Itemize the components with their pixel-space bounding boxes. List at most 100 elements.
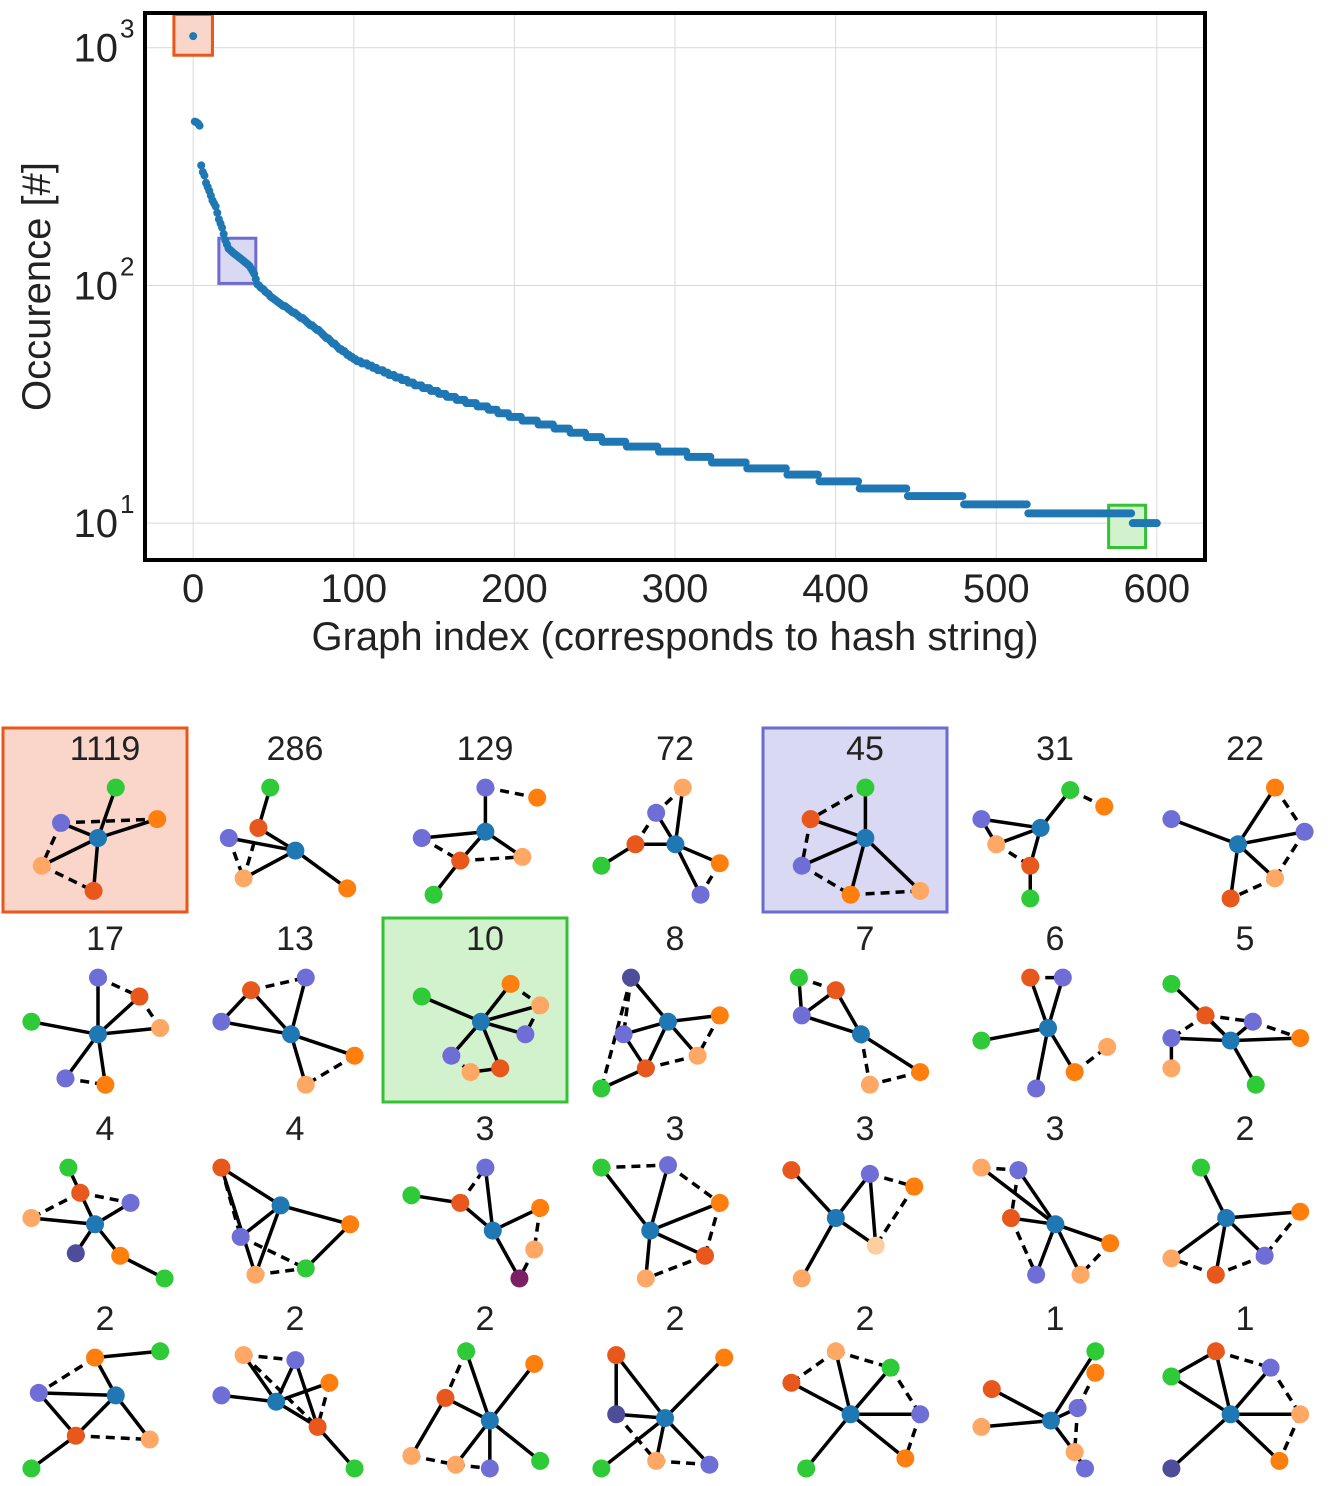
graph-count-label: 3	[666, 1110, 685, 1148]
graph-node	[320, 1373, 339, 1392]
data-point	[213, 208, 222, 217]
graph-node	[1162, 1249, 1181, 1268]
graph-edge	[663, 1356, 726, 1420]
graph-node	[673, 778, 692, 797]
graph-edge	[981, 1026, 1049, 1043]
graph-edge	[834, 1350, 853, 1415]
data-point	[1127, 509, 1136, 518]
graph-node	[151, 1019, 170, 1037]
graph-node	[531, 1198, 550, 1217]
data-point	[781, 464, 790, 473]
graph-node	[636, 1269, 655, 1288]
graph-node	[841, 1405, 860, 1424]
x-tick-labels: 0 100 200 300 400 500 600	[182, 567, 1190, 611]
data-point	[902, 484, 911, 493]
graph-node	[212, 1012, 231, 1031]
graph-edge	[421, 829, 486, 840]
graph-edge	[114, 1394, 152, 1441]
y-tick-label-base: 10	[74, 502, 119, 546]
graph-node	[86, 1348, 105, 1367]
graph-edge	[1226, 1209, 1301, 1220]
graph-node	[345, 1459, 364, 1478]
graph-node	[155, 1269, 174, 1288]
graph-panel: 2	[212, 1300, 364, 1478]
graph-node	[896, 1449, 915, 1468]
graph-count-label: 129	[457, 730, 514, 768]
graph-panel: 10	[381, 916, 569, 1104]
graph-node	[148, 810, 167, 829]
graph-edge	[868, 1173, 878, 1246]
graph-count-label: 2	[1236, 1110, 1255, 1148]
graph-edge	[97, 817, 158, 840]
graph-edge	[834, 1172, 872, 1220]
graph-panel: 286	[219, 730, 357, 898]
graph-edge-dashed	[621, 977, 633, 1035]
graph-edge	[488, 1362, 536, 1422]
graph-edge	[488, 1419, 542, 1463]
graph-edge	[1170, 1216, 1228, 1260]
graph-count-label: 3	[856, 1110, 875, 1148]
data-point	[1152, 519, 1161, 528]
graph-edge	[409, 1397, 447, 1457]
graph-node	[826, 1342, 845, 1361]
graph-edge	[1214, 1350, 1233, 1415]
graph-node	[1009, 1161, 1028, 1180]
graph-edge-dashed	[614, 1413, 658, 1463]
graph-node	[121, 1193, 140, 1212]
graph-edge	[40, 836, 99, 868]
graph-edge	[804, 1413, 852, 1470]
graph-node	[461, 1063, 480, 1082]
y-axis-label: Occurence [#]	[15, 162, 59, 411]
graph-node	[982, 1380, 1001, 1399]
graph-node	[826, 981, 845, 1000]
graph-edge	[421, 994, 482, 1024]
graph-node	[1021, 968, 1040, 987]
graph-count-label: 22	[1226, 730, 1264, 768]
graph-edge	[629, 976, 670, 1023]
graph-edge-dashed	[809, 786, 867, 821]
graph-edge	[1199, 1166, 1228, 1219]
graph-node	[96, 1075, 115, 1094]
graph-node	[513, 847, 532, 866]
graph-count-label: 2	[856, 1300, 875, 1338]
graph-panel: 2	[782, 1300, 930, 1478]
graph-node	[476, 822, 495, 841]
graph-edge	[649, 1229, 706, 1258]
graph-node	[1266, 869, 1284, 888]
data-point	[854, 477, 863, 486]
graph-node	[1270, 1451, 1289, 1470]
data-point	[813, 470, 822, 479]
graph-node	[442, 1046, 461, 1065]
graph-node	[1053, 968, 1072, 987]
graph-node	[592, 1158, 611, 1177]
graph-edge-dashed	[835, 1349, 892, 1370]
graph-node	[267, 1392, 286, 1411]
graph-edge-dashed	[790, 1349, 837, 1385]
data-point	[219, 229, 228, 238]
data-point	[1022, 500, 1031, 509]
graph-node	[89, 1025, 107, 1044]
graph-edge-dashed	[75, 1433, 150, 1442]
graph-node	[249, 818, 268, 837]
graph-edge	[96, 995, 141, 1036]
graph-node	[1291, 1202, 1310, 1221]
graph-panel: 3	[782, 1110, 924, 1288]
graph-node	[525, 1240, 544, 1259]
graph-edge	[1170, 817, 1239, 846]
graph-node	[531, 996, 550, 1015]
graph-node	[308, 1417, 327, 1436]
graph-node	[1291, 1405, 1310, 1424]
graph-node	[666, 835, 685, 854]
graph-node	[715, 1348, 734, 1367]
graph-node	[856, 778, 875, 797]
graph-node	[1221, 889, 1240, 908]
graph-edge-dashed	[889, 1366, 922, 1416]
graph-edge	[316, 1425, 356, 1470]
graph-node	[412, 829, 431, 847]
graph-count-label: 6	[1046, 920, 1065, 958]
graph-edge	[648, 1164, 670, 1232]
graph-node	[860, 1075, 879, 1094]
graph-edge	[990, 1387, 1052, 1423]
graph-edge	[864, 836, 922, 893]
graph-node	[296, 1259, 315, 1278]
